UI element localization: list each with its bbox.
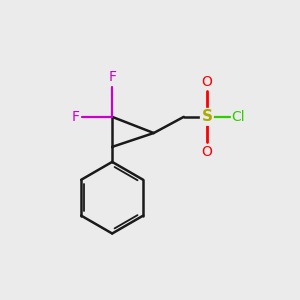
Text: S: S (201, 109, 212, 124)
Text: O: O (201, 75, 212, 89)
Text: O: O (201, 145, 212, 159)
Text: F: F (108, 70, 116, 84)
Text: Cl: Cl (231, 110, 245, 124)
Text: F: F (71, 110, 80, 124)
